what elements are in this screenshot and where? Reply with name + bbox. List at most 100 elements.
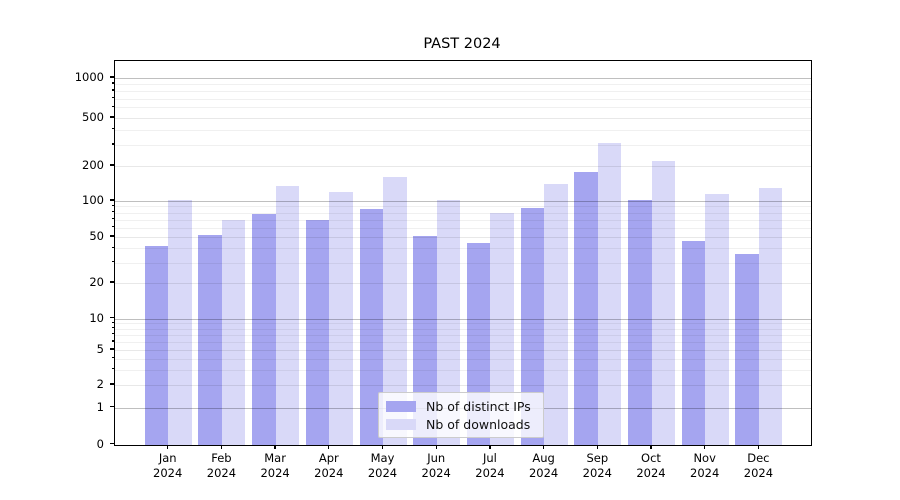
bar-distinct-ips <box>520 208 545 445</box>
gridline <box>115 248 811 250</box>
y-tick-label: 2 <box>96 377 104 391</box>
y-minor-tick-mark <box>111 340 114 342</box>
bar-downloads <box>758 187 783 445</box>
y-minor-tick-mark <box>111 225 114 228</box>
x-tick-label: May 2024 <box>367 451 398 480</box>
bar-downloads <box>436 199 461 445</box>
bar-distinct-ips <box>305 219 330 445</box>
gridline <box>115 237 811 238</box>
gridline <box>115 78 811 79</box>
gridline <box>115 341 811 343</box>
bar-downloads <box>597 143 622 445</box>
y-tick-mark <box>109 442 114 445</box>
bar-downloads <box>168 200 192 445</box>
gridline <box>115 318 811 320</box>
bar-distinct-ips <box>252 213 276 445</box>
y-minor-tick-mark <box>111 143 114 145</box>
y-tick-label: 20 <box>89 275 104 289</box>
y-tick-mark <box>109 281 114 283</box>
y-minor-tick-mark <box>111 105 114 108</box>
gridline <box>115 323 811 325</box>
gridline <box>115 334 811 336</box>
y-minor-tick-mark <box>111 333 114 335</box>
bar-distinct-ips <box>144 245 169 445</box>
y-tick-label: 500 <box>82 110 104 124</box>
legend: Nb of distinct IPs Nb of downloads <box>378 392 544 438</box>
chart-title: PAST 2024 <box>423 36 501 52</box>
gridline <box>115 90 811 92</box>
y-tick-label: 0 <box>96 436 104 451</box>
bar-distinct-ips <box>574 171 598 445</box>
bar-distinct-ips <box>359 209 383 445</box>
x-tick-label: Oct 2024 <box>636 451 666 480</box>
gridline <box>115 118 811 119</box>
x-tick-label: Dec 2024 <box>743 451 774 480</box>
x-tick-mark <box>542 445 545 449</box>
gridline <box>115 227 811 229</box>
gridline <box>115 144 811 146</box>
y-minor-tick-mark <box>111 217 114 220</box>
gridline <box>115 283 811 284</box>
y-minor-tick-mark <box>111 327 114 329</box>
gridline <box>115 385 811 386</box>
x-tick-mark <box>274 445 276 449</box>
y-minor-tick-mark <box>111 246 114 248</box>
gridline <box>115 212 811 214</box>
y-minor-tick-mark <box>111 204 114 207</box>
y-minor-tick-mark <box>111 128 114 130</box>
bar-downloads <box>383 177 407 445</box>
x-tick-mark <box>704 445 706 449</box>
y-minor-tick-mark <box>111 356 114 359</box>
x-tick-mark <box>596 445 598 449</box>
bar-downloads <box>490 212 514 445</box>
y-tick-label: 200 <box>82 158 104 172</box>
y-minor-tick-mark <box>111 210 114 213</box>
legend-entry: Nb of distinct IPs <box>386 397 536 415</box>
gridline <box>115 219 811 221</box>
y-tick-mark <box>109 116 114 118</box>
y-minor-tick-mark <box>111 82 114 84</box>
bar-downloads <box>329 191 353 445</box>
y-tick-mark <box>109 76 114 78</box>
gridline <box>115 107 811 109</box>
bar-downloads <box>275 185 300 445</box>
gridline <box>115 98 811 100</box>
y-tick-mark <box>109 235 114 237</box>
bar-distinct-ips <box>735 253 759 445</box>
gridline <box>115 166 811 167</box>
bar-distinct-ips <box>198 234 222 445</box>
y-tick-mark <box>109 348 114 350</box>
x-tick-mark <box>650 445 652 449</box>
plot-canvas <box>115 61 811 445</box>
y-tick-mark <box>109 316 114 319</box>
x-tick-mark <box>489 445 491 449</box>
gridline <box>115 201 811 202</box>
x-tick-label: Mar 2024 <box>260 451 290 480</box>
legend-label: Nb of distinct IPs <box>426 398 531 414</box>
y-tick-mark <box>109 405 114 408</box>
y-tick-label: 5 <box>96 342 104 356</box>
y-tick-label: 10 <box>89 310 104 325</box>
gridline <box>115 358 811 360</box>
bar-downloads <box>544 184 568 445</box>
x-tick-label: Aug 2024 <box>528 451 559 480</box>
y-tick-mark <box>109 164 114 166</box>
y-minor-tick-mark <box>111 96 114 99</box>
bar-downloads <box>705 193 729 445</box>
x-tick-label: Jun 2024 <box>421 451 451 480</box>
legend-label: Nb of downloads <box>426 416 531 432</box>
plot-area <box>114 60 812 446</box>
y-minor-tick-mark <box>111 321 114 324</box>
x-tick-mark <box>220 445 223 449</box>
x-tick-label: Jan 2024 <box>153 451 183 480</box>
y-minor-tick-mark <box>111 261 114 263</box>
y-tick-label: 100 <box>82 193 104 207</box>
y-tick-label: 50 <box>89 229 104 243</box>
bar-downloads <box>651 161 675 445</box>
x-tick-mark <box>757 445 760 449</box>
x-tick-label: Sep 2024 <box>582 451 612 480</box>
x-tick-label: Jul 2024 <box>475 451 505 480</box>
x-tick-label: Feb 2024 <box>206 451 237 480</box>
y-tick-label: 1000 <box>74 70 104 84</box>
